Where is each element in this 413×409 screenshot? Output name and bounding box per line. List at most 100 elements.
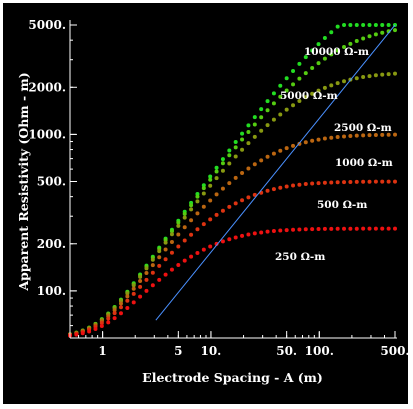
data-point	[393, 71, 397, 76]
data-point	[227, 148, 232, 153]
data-point	[380, 226, 385, 231]
data-point	[189, 254, 194, 259]
data-point	[354, 226, 359, 231]
data-point	[189, 218, 194, 223]
data-point	[157, 263, 162, 268]
series-label: 5000 Ω-m	[280, 90, 338, 102]
data-point	[386, 23, 391, 27]
data-point	[291, 183, 296, 188]
data-point	[393, 226, 397, 231]
data-point	[278, 94, 283, 99]
data-point	[393, 28, 397, 33]
data-point	[214, 212, 219, 217]
data-point	[201, 186, 206, 191]
data-point	[214, 192, 219, 197]
series-label: 500 Ω-m	[317, 199, 367, 211]
series-label: 2500 Ω-m	[334, 122, 392, 134]
data-point	[322, 85, 327, 90]
y-tick-label: 100.	[37, 284, 66, 298]
data-point	[380, 72, 385, 77]
data-point	[252, 162, 257, 167]
data-point	[246, 129, 251, 134]
data-point	[125, 305, 130, 310]
data-point	[386, 72, 391, 77]
data-point	[201, 222, 206, 227]
data-point	[265, 154, 270, 159]
data-point	[367, 133, 372, 138]
data-point	[265, 188, 270, 193]
data-point	[189, 207, 194, 212]
axes-group	[69, 20, 397, 339]
data-point	[99, 321, 104, 325]
data-point	[208, 217, 213, 222]
data-point	[322, 180, 327, 185]
data-point	[278, 112, 283, 117]
data-point	[118, 311, 123, 316]
data-point	[373, 179, 378, 184]
data-point	[380, 132, 385, 137]
data-point	[291, 69, 296, 73]
data-point	[118, 301, 123, 306]
data-point	[182, 215, 187, 220]
data-point	[271, 101, 276, 106]
data-point	[125, 291, 130, 296]
data-point	[271, 187, 276, 192]
data-point	[246, 141, 251, 146]
data-point	[322, 36, 327, 41]
x-tick-label: 100.	[305, 344, 334, 358]
data-point	[246, 123, 251, 128]
data-point	[297, 182, 302, 187]
data-point	[157, 249, 162, 254]
data-point	[80, 331, 85, 336]
data-point	[233, 175, 238, 180]
data-point	[176, 220, 181, 225]
data-point	[227, 161, 232, 166]
x-axis-title: Electrode Spacing - A (m)	[142, 370, 323, 385]
reference-line	[155, 24, 396, 321]
data-point	[335, 48, 340, 53]
data-point	[310, 138, 315, 143]
data-point	[150, 283, 155, 288]
data-point	[354, 39, 359, 44]
data-point	[195, 211, 200, 216]
data-point	[373, 73, 378, 78]
data-point	[246, 232, 251, 237]
data-point	[176, 232, 181, 237]
data-point	[284, 184, 289, 189]
data-point	[87, 329, 92, 334]
data-point	[329, 135, 334, 140]
data-point	[125, 294, 130, 299]
x-tick-label: 10.	[200, 344, 221, 358]
data-point	[214, 169, 219, 174]
data-point	[361, 179, 366, 184]
y-tick-label: 500.	[37, 175, 66, 189]
series-1	[68, 28, 397, 337]
data-point	[240, 170, 245, 175]
data-point	[112, 311, 117, 316]
data-point	[240, 198, 245, 203]
data-point	[131, 300, 136, 305]
data-point	[310, 227, 315, 232]
series-label: 10000 Ω-m	[304, 46, 369, 58]
data-point	[169, 267, 174, 272]
data-point	[303, 182, 308, 187]
data-point	[131, 286, 136, 291]
data-point	[367, 74, 372, 79]
data-point	[150, 257, 155, 262]
data-point	[393, 179, 397, 184]
data-point	[335, 24, 340, 29]
data-point	[195, 199, 200, 204]
data-point	[144, 266, 149, 271]
y-tick-label: 2000.	[28, 80, 66, 94]
data-point	[246, 195, 251, 200]
data-point	[214, 241, 219, 246]
data-point	[220, 168, 225, 173]
data-point	[373, 23, 378, 27]
data-point	[195, 250, 200, 255]
data-point	[291, 227, 296, 232]
data-point	[303, 140, 308, 145]
data-point	[386, 226, 391, 231]
data-point	[93, 327, 98, 332]
data-point	[157, 255, 162, 260]
series-2	[68, 71, 397, 337]
